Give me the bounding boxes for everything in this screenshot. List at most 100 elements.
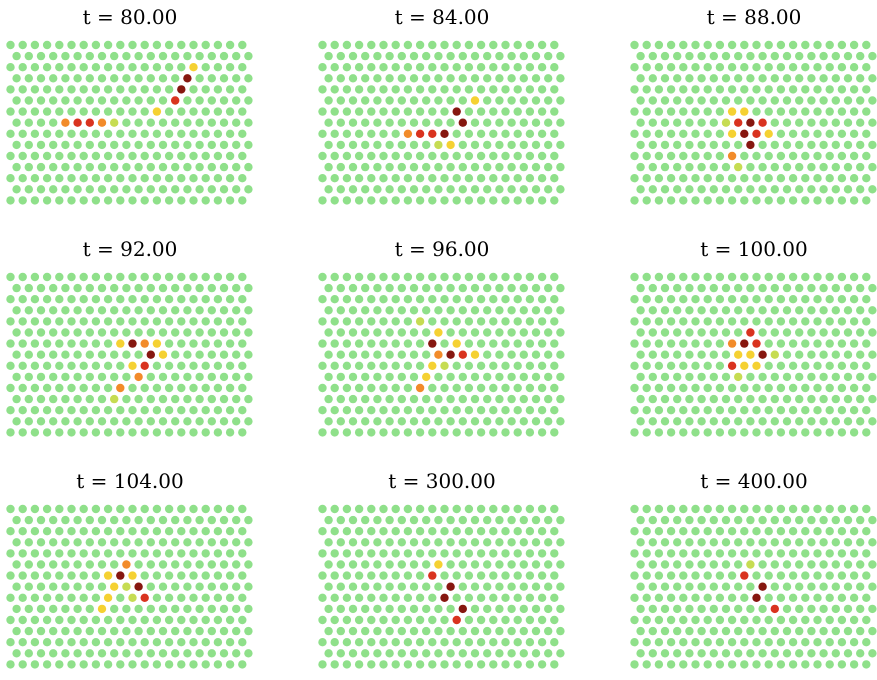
particle [318, 129, 327, 138]
particle [673, 74, 682, 83]
particle [727, 406, 737, 415]
particle [18, 383, 27, 393]
particle [73, 140, 82, 150]
particle [752, 615, 761, 625]
panel-title: t = 80.00 [82, 5, 178, 29]
highlighted-particle [746, 118, 755, 127]
particle [679, 317, 688, 326]
particle [18, 504, 27, 514]
particle [715, 174, 725, 183]
particle [709, 185, 718, 194]
particle [385, 626, 394, 636]
particle [158, 649, 168, 658]
particle [391, 174, 400, 183]
particle [42, 361, 52, 370]
particle [361, 604, 370, 614]
particle [489, 40, 498, 50]
particle [673, 626, 682, 636]
particle [697, 162, 706, 172]
particle [782, 626, 792, 636]
particle [715, 593, 725, 602]
particle [630, 638, 639, 647]
particle [434, 582, 443, 591]
particle [513, 406, 522, 415]
particle [458, 515, 467, 525]
particle [489, 317, 498, 326]
particle [207, 417, 216, 426]
particle [764, 383, 773, 393]
particle [201, 615, 210, 625]
particle [244, 350, 253, 359]
particle [330, 660, 339, 669]
particle [91, 151, 101, 161]
particle [134, 515, 143, 525]
particle [146, 328, 155, 337]
particle [146, 140, 155, 150]
highlighted-particle [428, 571, 437, 580]
particle [330, 549, 339, 558]
particle [458, 140, 467, 150]
particle [813, 107, 822, 116]
particle [758, 626, 767, 636]
particle [379, 527, 388, 536]
particle [660, 372, 670, 382]
particle [807, 560, 816, 569]
particle [849, 151, 859, 161]
particle [164, 63, 174, 72]
particle [207, 604, 216, 614]
particle [422, 582, 431, 591]
particle [140, 660, 149, 669]
particle [703, 40, 712, 50]
particle [367, 151, 376, 161]
particle [238, 660, 247, 669]
particle [697, 74, 706, 83]
particle [673, 162, 682, 172]
particle [550, 272, 559, 282]
particle [770, 328, 779, 337]
particle [189, 317, 198, 326]
particle [391, 63, 400, 72]
particle [36, 96, 46, 105]
particle [660, 649, 670, 658]
particle [868, 96, 877, 105]
particle [42, 339, 52, 348]
particle [403, 174, 413, 183]
particle [843, 417, 853, 426]
particle [550, 549, 559, 558]
particle [361, 582, 370, 591]
particle [703, 383, 712, 393]
particle [519, 538, 528, 547]
particle [42, 295, 52, 304]
particle [403, 638, 413, 647]
particle [807, 328, 816, 337]
particle [225, 571, 235, 580]
particle [556, 626, 565, 636]
particle [709, 394, 718, 404]
particle [225, 272, 235, 282]
particle [642, 383, 651, 393]
particle [30, 660, 40, 669]
particle [140, 406, 149, 415]
particle [795, 328, 804, 337]
particle [348, 328, 358, 337]
particle [195, 96, 204, 105]
particle [495, 74, 504, 83]
particle [97, 74, 107, 83]
particle [55, 174, 64, 183]
particle [673, 328, 682, 337]
particle [507, 649, 516, 658]
highlighted-particle [727, 129, 737, 138]
particle [862, 174, 871, 183]
particle [324, 649, 333, 658]
particle [525, 85, 535, 94]
particle [501, 660, 510, 669]
particle [110, 328, 119, 337]
particle [415, 638, 425, 647]
particle [67, 85, 76, 94]
particle [140, 571, 149, 580]
particle [6, 196, 15, 205]
highlighted-particle [740, 361, 749, 370]
particle [537, 504, 547, 514]
particle [746, 96, 755, 105]
particle [703, 129, 712, 138]
